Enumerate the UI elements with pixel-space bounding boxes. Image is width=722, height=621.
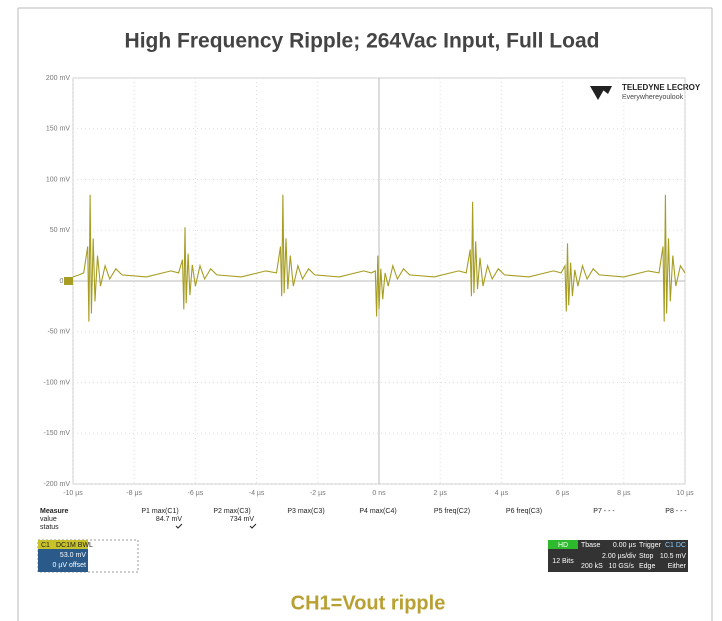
x-tick-label: 10 µs	[676, 490, 694, 497]
y-tick-label: 50 mV	[50, 227, 71, 234]
trigger-type: Edge	[639, 563, 655, 570]
time-div: 2.00 µs/div	[602, 553, 636, 560]
measure-value: 84.7 mV	[156, 516, 182, 523]
trigger: Trigger	[639, 542, 662, 549]
trigger-level: 10.5 mV	[660, 553, 686, 560]
x-tick-label: 0 ns	[372, 490, 386, 497]
y-tick-label: 100 mV	[46, 176, 70, 183]
tbase: Tbase	[581, 542, 601, 549]
channel-badge	[38, 540, 88, 549]
x-tick-label: -10 µs	[63, 490, 83, 497]
status-check	[175, 523, 257, 529]
y-tick-label: -200 mV	[44, 481, 71, 488]
channel-flags: DC1M BWL	[56, 542, 93, 549]
chart-title: High Frequency Ripple; 264Vac Input, Ful…	[125, 30, 600, 53]
channel-scale: 53.0 mV	[60, 552, 86, 559]
sample-rate: 200 kS 10 GS/s	[581, 563, 634, 570]
trace	[72, 194, 686, 322]
channel-name: C1	[41, 542, 50, 549]
status-label: status	[40, 524, 59, 531]
x-tick-label: -4 µs	[249, 490, 265, 497]
hd: HD	[558, 542, 568, 549]
logo-brand: TELEDYNE LECROY	[622, 83, 701, 92]
caption: CH1=Vout ripple	[291, 592, 446, 614]
x-tick-label: 6 µs	[556, 490, 570, 497]
measure-header: P3 max(C3)	[287, 508, 324, 515]
measure-header: P5 freq(C2)	[434, 508, 470, 515]
trigger-slope: Either	[668, 563, 687, 570]
measure-header: P4 max(C4)	[359, 508, 396, 515]
y-tick-label: -50 mV	[47, 329, 70, 336]
measure-label: Measure	[40, 508, 69, 515]
measure-header: P1 max(C1)	[141, 508, 178, 515]
measure-header: P6 freq(C3)	[506, 508, 542, 515]
measure-header: P8 - - -	[665, 508, 687, 515]
x-tick-label: 8 µs	[617, 490, 631, 497]
ground-marker	[64, 277, 73, 285]
x-tick-label: 2 µs	[434, 490, 448, 497]
x-tick-label: -2 µs	[310, 490, 326, 497]
trigger-mode: Stop	[639, 553, 654, 560]
x-tick-label: -8 µs	[126, 490, 142, 497]
logo-tagline: Everywhereyoulook	[622, 94, 684, 101]
y-tick-label: -150 mV	[44, 430, 71, 437]
channel-offset: 0 µV offset	[53, 562, 87, 569]
channel-panel	[38, 549, 88, 572]
value-label: value	[40, 516, 57, 523]
y-tick-label: -100 mV	[44, 379, 71, 386]
measure-value: 734 mV	[230, 516, 254, 523]
logo-icon	[590, 86, 612, 100]
trigger-channel: C1 DC	[665, 542, 686, 549]
measure-header: P7 - - -	[593, 508, 615, 515]
x-tick-label: -6 µs	[188, 490, 204, 497]
measure-header: P2 max(C3)	[213, 508, 250, 515]
y-tick-label: 150 mV	[46, 126, 70, 133]
x-tick-label: 4 µs	[495, 490, 509, 497]
hd-badge	[548, 540, 578, 549]
y-tick-label: 200 mV	[46, 75, 70, 82]
delay: 0.00 µs	[613, 542, 637, 549]
bits: 12 Bits	[552, 558, 574, 565]
